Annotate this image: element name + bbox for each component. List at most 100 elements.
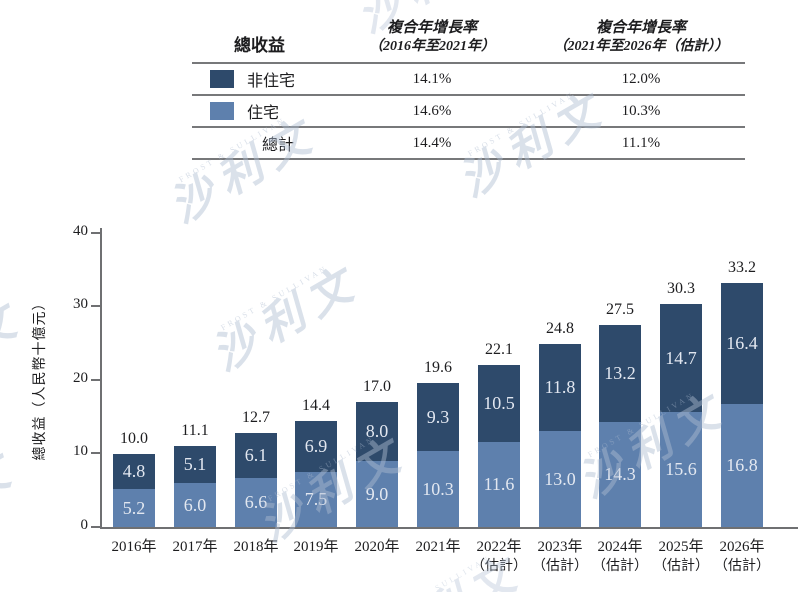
bar-segment-residential: 14.3 <box>599 422 641 527</box>
bar-value-label: 15.6 <box>665 459 697 479</box>
cagr1-header-line2: （2016年至2021年） <box>369 39 495 55</box>
x-axis-line <box>100 527 798 529</box>
row-label-cell: 總計 <box>192 131 327 155</box>
bar-segment-non-residential: 10.5 <box>478 365 520 442</box>
bar-value-label: 6.0 <box>183 494 207 515</box>
row-label-cell: 非住宅 <box>192 67 327 91</box>
bar-value-label: 6.6 <box>244 492 268 512</box>
bar-value-label: 5.1 <box>183 454 207 474</box>
bar-segment-residential: 9.0 <box>356 461 398 527</box>
cagr-table: 總收益 複合年增長率 （2016年至2021年） 複合年增長率 （2021年至2… <box>192 18 745 161</box>
x-axis-label-year: 2020年 <box>354 539 400 555</box>
cagr-value: 14.4% <box>412 134 452 151</box>
x-axis-label-note: （估計） <box>471 559 527 574</box>
bar-value-label: 10.3 <box>422 478 454 499</box>
bar-segment-non-residential: 8.0 <box>356 402 398 461</box>
bar-total-label: 14.4 <box>302 397 330 414</box>
y-tick-mark <box>91 452 100 454</box>
bar-segment-residential: 11.6 <box>478 442 520 527</box>
x-axis-label: 2020年 <box>339 538 415 557</box>
cagr2-header-line2: （2021年至2026年（估計）） <box>553 39 729 55</box>
y-tick-mark <box>91 526 100 528</box>
bar-total-label: 22.1 <box>485 341 513 358</box>
bar-total-label: 27.5 <box>606 301 634 318</box>
x-axis-label-year: 2021年 <box>415 539 461 555</box>
x-axis-label-year: 2023年 <box>537 539 583 555</box>
table-row-non-residential: 非住宅 14.1% 12.0% <box>192 64 745 97</box>
y-tick-mark <box>91 305 100 307</box>
bar-segment-non-residential: 16.4 <box>721 283 763 404</box>
x-axis-label: 2019年 <box>278 538 354 557</box>
bar-value-label: 13.2 <box>604 363 636 383</box>
y-tick-mark <box>91 232 100 234</box>
bar-total-label: 17.0 <box>363 378 391 395</box>
bar-segment-residential: 6.6 <box>235 478 277 527</box>
x-axis-label: 2025年 （估計） <box>643 538 719 576</box>
bar-value-label: 14.7 <box>665 347 697 368</box>
x-axis-label-note: （估計） <box>592 559 648 574</box>
bar-value-label: 14.3 <box>604 464 636 484</box>
bar-value-label: 9.0 <box>365 483 389 504</box>
table-row-total: 總計 14.4% 11.1% <box>192 128 745 161</box>
y-tick-label: 40 <box>73 223 88 239</box>
bar-segment-non-residential: 13.2 <box>599 325 641 422</box>
x-axis-label-note: （估計） <box>532 559 588 574</box>
bar-segment-residential: 7.5 <box>295 472 337 527</box>
x-axis-label: 2022年 （估計） <box>461 538 537 576</box>
cagr-value: 11.1% <box>621 134 661 151</box>
bar-segment-residential: 10.3 <box>417 451 459 527</box>
bar-value-label: 13.0 <box>544 468 576 489</box>
bar-value-label: 11.8 <box>544 377 576 397</box>
bar-segment-non-residential: 9.3 <box>417 383 459 451</box>
bar-segment-residential: 13.0 <box>539 431 581 527</box>
x-axis-label: 2018年 <box>218 538 294 557</box>
bar-segment-non-residential: 6.9 <box>295 421 337 472</box>
legend-swatch-residential <box>210 102 234 121</box>
bar-segment-non-residential: 11.8 <box>539 344 581 431</box>
y-tick-label: 30 <box>73 296 88 312</box>
bar-value-label: 6.1 <box>244 445 268 465</box>
bar-total-label: 30.3 <box>667 280 695 297</box>
bar-value-label: 7.5 <box>304 489 328 509</box>
y-axis-title: 總收益（人民幣十億元） <box>33 295 48 461</box>
bar-value-label: 10.5 <box>483 393 515 413</box>
cagr-value: 14.6% <box>412 102 452 119</box>
cagr-value: 12.0% <box>621 70 661 87</box>
bar-segment-non-residential: 4.8 <box>113 454 155 489</box>
y-tick-mark <box>91 379 100 381</box>
y-tick-label: 0 <box>80 517 89 533</box>
legend-swatch-non-residential <box>210 70 234 89</box>
cagr2-header-line1: 複合年增長率 <box>595 20 686 36</box>
x-axis-label: 2016年 <box>96 538 172 557</box>
x-axis-label-note: （估計） <box>653 559 709 574</box>
x-axis-label: 2024年 （估計） <box>582 538 658 576</box>
y-axis-line <box>100 228 102 529</box>
x-axis-label: 2017年 <box>157 538 233 557</box>
bar-total-label: 24.8 <box>546 320 574 337</box>
bar-segment-non-residential: 14.7 <box>660 304 702 412</box>
bar-segment-non-residential: 5.1 <box>174 446 216 483</box>
bar-total-label: 19.6 <box>424 359 452 376</box>
bar-segment-residential: 5.2 <box>113 489 155 527</box>
cagr1-header-line1: 複合年增長率 <box>386 20 477 36</box>
cagr-table-header: 總收益 複合年增長率 （2016年至2021年） 複合年增長率 （2021年至2… <box>192 18 745 65</box>
x-axis-label: 2023年 （估計） <box>522 538 598 576</box>
x-axis-label: 2026年 （估計） <box>704 538 780 576</box>
row-label-total: 總計 <box>262 137 295 155</box>
row-label-residential: 住宅 <box>247 105 280 123</box>
bar-segment-residential: 16.8 <box>721 404 763 527</box>
bar-value-label: 16.8 <box>726 455 758 475</box>
cagr-value: 14.1% <box>412 70 452 87</box>
x-axis-label-year: 2024年 <box>597 539 643 555</box>
bar-total-label: 33.2 <box>728 259 756 276</box>
x-axis-label-year: 2022年 <box>476 539 522 555</box>
bar-segment-non-residential: 6.1 <box>235 433 277 478</box>
x-axis-label-year: 2016年 <box>111 539 157 555</box>
row-label-cell: 住宅 <box>192 99 327 123</box>
bar-segment-residential: 15.6 <box>660 412 702 527</box>
table-header-revenue: 總收益 <box>234 36 285 56</box>
table-header-cagr-2021-2026: 複合年增長率 （2021年至2026年（估計）） <box>537 18 745 57</box>
bar-value-label: 11.6 <box>483 474 515 494</box>
x-axis-label-year: 2019年 <box>293 539 339 555</box>
